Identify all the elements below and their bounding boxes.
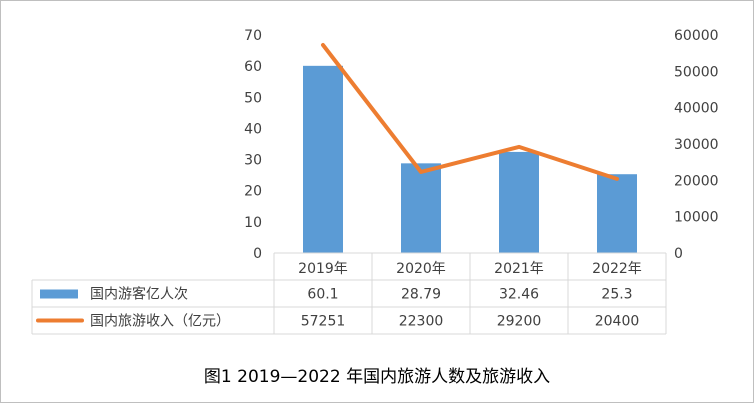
legend-key-bar [40, 289, 78, 299]
right-tick-label: 50000 [674, 64, 719, 80]
table-cell: 60.1 [307, 287, 338, 303]
table-cell: 25.3 [601, 287, 632, 303]
category-label: 2022年 [592, 261, 642, 277]
left-tick-label: 50 [244, 90, 262, 106]
left-tick-label: 30 [244, 153, 262, 169]
bar [499, 151, 539, 253]
right-tick-label: 0 [674, 246, 683, 262]
bar [303, 65, 343, 254]
category-label: 2021年 [494, 261, 544, 277]
right-tick-label: 20000 [674, 173, 719, 189]
legend-label: 国内游客亿人次 [90, 286, 188, 303]
category-label: 2019年 [298, 261, 348, 277]
bar-series [303, 65, 637, 254]
legend-label: 国内旅游收入（亿元） [90, 314, 230, 330]
line-series [321, 42, 619, 181]
table-cell: 57251 [301, 314, 346, 330]
table-cell: 20400 [595, 314, 640, 330]
right-tick-label: 60000 [674, 28, 719, 44]
bar [597, 174, 637, 253]
left-tick-label: 0 [253, 246, 262, 262]
right-tick-label: 30000 [674, 137, 719, 153]
table-cell: 32.46 [499, 287, 539, 303]
left-tick-label: 60 [244, 59, 262, 75]
left-tick-label: 40 [244, 121, 262, 137]
right-axis-ticks: 0 10000 20000 30000 40000 50000 60000 [674, 28, 719, 262]
left-tick-label: 70 [244, 28, 262, 44]
category-label: 2020年 [396, 261, 446, 277]
table-cell: 29200 [497, 314, 542, 330]
right-tick-label: 40000 [674, 101, 719, 117]
right-tick-label: 10000 [674, 210, 719, 226]
bar [401, 163, 441, 253]
revenue-line [321, 42, 619, 181]
left-tick-label: 20 [244, 184, 262, 200]
left-axis-ticks: 0 10 20 30 40 50 60 70 [244, 28, 262, 262]
figure-caption: 图1 2019—2022 年国内旅游人数及旅游收入 [203, 367, 551, 387]
table-cell: 28.79 [401, 287, 441, 303]
table-cell: 22300 [399, 314, 444, 330]
left-tick-label: 10 [244, 215, 262, 231]
